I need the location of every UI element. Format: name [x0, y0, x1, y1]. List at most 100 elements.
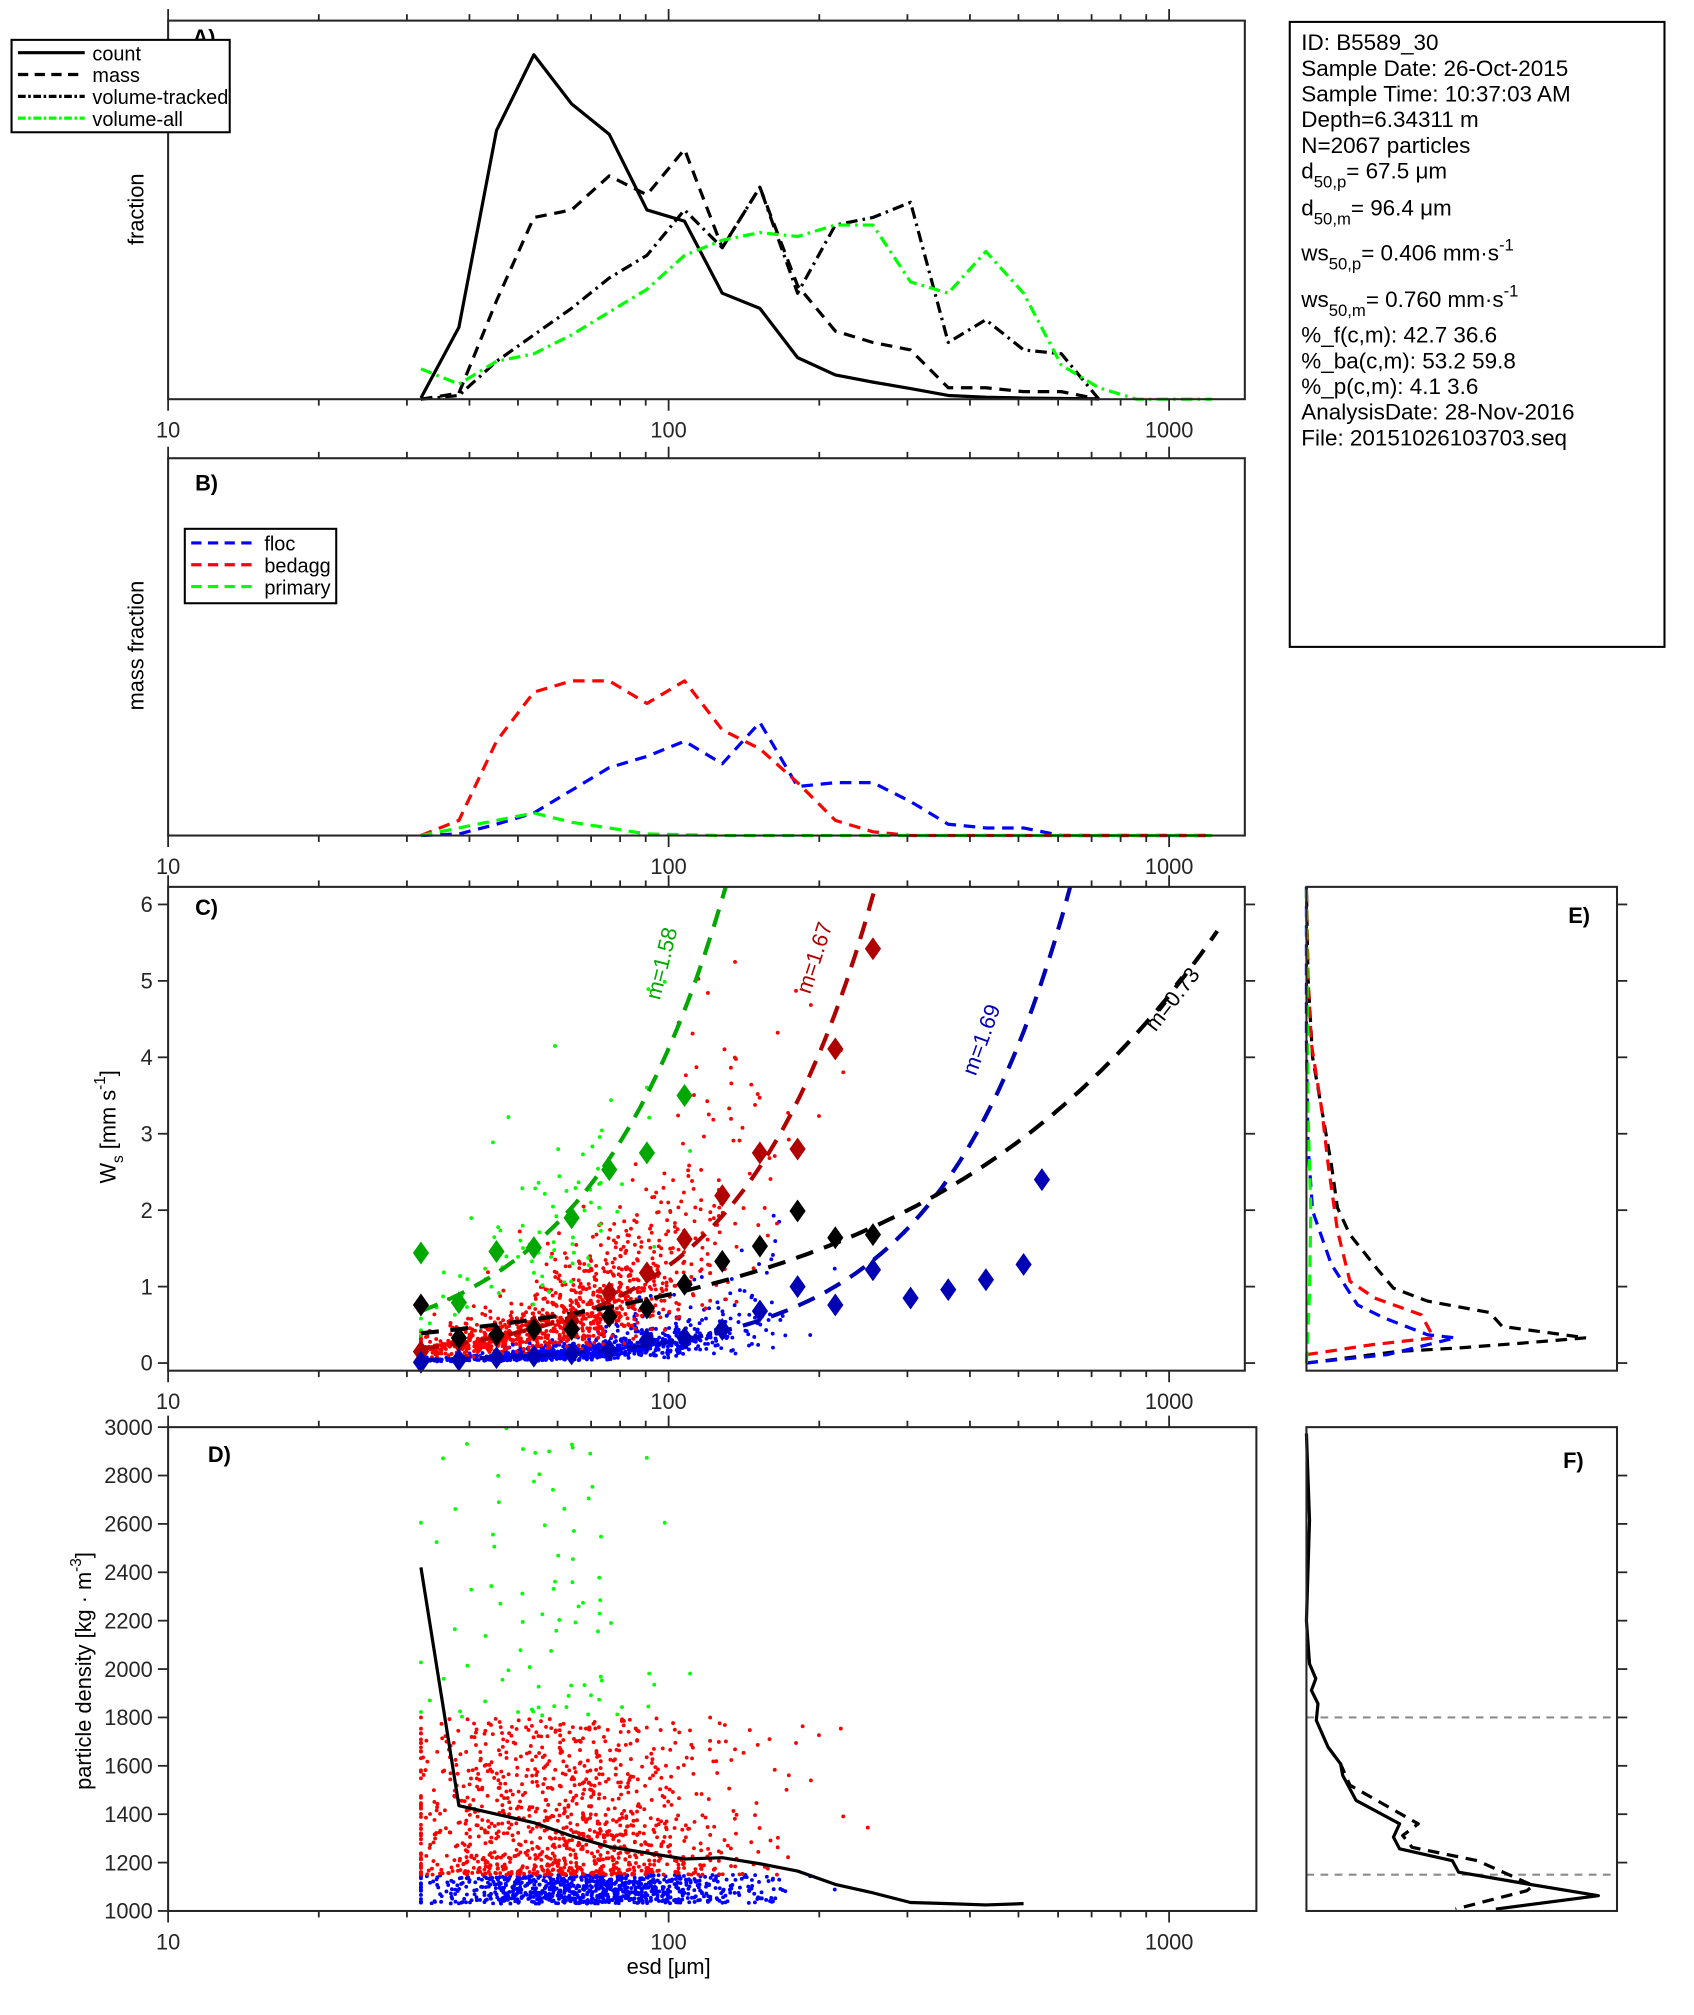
scatter-point-floc [525, 1882, 530, 1886]
scatter-point-floc [677, 1350, 682, 1355]
scatter-point-floc [528, 1878, 533, 1883]
scatter-point-bedagg [682, 1866, 686, 1870]
scatter-point-floc [434, 1877, 439, 1882]
scatter-point-bedagg [483, 1305, 488, 1310]
scatter-point-bedagg [438, 1811, 442, 1816]
scatter-point-bedagg [630, 1811, 635, 1816]
scatter-point-primary [419, 1710, 423, 1714]
scatter-point-floc [672, 1330, 677, 1335]
scatter-point-bedagg [540, 1331, 545, 1336]
fit-label-floc: m=1.69 [957, 1001, 1006, 1078]
scatter-point-bedagg [661, 1185, 666, 1190]
scatter-point-bedagg [654, 1823, 659, 1828]
scatter-point-floc [719, 1891, 724, 1896]
scatter-point-bedagg [553, 1767, 558, 1772]
scatter-point-bedagg [560, 1869, 565, 1874]
scatter-point-bedagg [681, 1141, 685, 1146]
scatter-point-floc [547, 1887, 552, 1892]
scatter-point-bedagg [786, 1773, 791, 1778]
scatter-point-bedagg [741, 1206, 746, 1211]
scatter-point-floc [750, 1341, 754, 1346]
scatter-point-floc [460, 1880, 465, 1885]
scatter-point-floc [707, 1306, 712, 1311]
scatter-point-bedagg [676, 1765, 681, 1770]
scatter-point-bedagg [474, 1727, 479, 1732]
scatter-point-floc [648, 1293, 653, 1298]
scatter-point-floc [704, 1316, 708, 1321]
scatter-point-bedagg [670, 1246, 675, 1250]
fit-curve-all [420, 929, 1219, 1336]
scatter-point-primary [506, 1668, 511, 1673]
scatter-point-bedagg [454, 1763, 459, 1767]
scatter-point-bedagg [612, 1221, 617, 1226]
scatter-point-bedagg [533, 1307, 538, 1311]
scatter-point-bedagg [664, 1827, 669, 1832]
scatter-point-bedagg [504, 1750, 509, 1755]
scatter-point-floc [661, 1344, 666, 1349]
scatter-point-bedagg [531, 1735, 536, 1740]
scatter-point-floc [629, 1886, 634, 1891]
scatter-point-floc [675, 1344, 680, 1349]
scatter-point-bedagg [558, 1292, 563, 1297]
scatter-point-floc [531, 1877, 536, 1882]
scatter-point-floc [508, 1901, 513, 1906]
scatter-point-bedagg [557, 1231, 561, 1236]
scatter-point-bedagg [601, 1857, 605, 1862]
scatter-point-bedagg [520, 1782, 524, 1787]
scatter-point-primary [452, 1627, 457, 1632]
scatter-point-bedagg [472, 1735, 477, 1740]
scatter-point-bedagg [733, 1221, 738, 1226]
scatter-point-floc [576, 1895, 581, 1900]
scatter-point-bedagg [575, 1822, 580, 1827]
scatter-point-floc [678, 1346, 683, 1351]
scatter-point-bedagg [557, 1802, 562, 1807]
scatter-point-bedagg [582, 1336, 587, 1341]
scatter-point-bedagg [598, 1759, 603, 1764]
scatter-point-primary [441, 1456, 445, 1461]
scatter-point-bedagg [532, 1866, 537, 1871]
scatter-point-bedagg [554, 1807, 559, 1812]
scatter-point-bedagg [664, 1819, 669, 1824]
scatter-point-bedagg [686, 1168, 691, 1173]
scatter-point-floc [678, 1876, 683, 1881]
scatter-point-floc [616, 1901, 621, 1906]
scatter-point-bedagg [492, 1776, 497, 1780]
scatter-point-bedagg [668, 1834, 673, 1839]
scatter-point-floc [555, 1893, 560, 1898]
scatter-point-bedagg [794, 1741, 798, 1745]
scatter-point-bedagg [576, 1259, 581, 1264]
scatter-point-bedagg [516, 1718, 521, 1723]
scatter-point-floc [639, 1876, 644, 1881]
scatter-point-bedagg [574, 1301, 579, 1306]
scatter-point-floc [536, 1901, 541, 1906]
scatter-point-bedagg [641, 1288, 646, 1293]
scatter-point-bedagg [624, 1228, 629, 1233]
scatter-point-floc [435, 1882, 440, 1887]
scatter-point-bedagg [655, 1835, 659, 1840]
scatter-point-floc [468, 1900, 472, 1905]
scatter-point-bedagg [550, 1293, 555, 1298]
scatter-point-bedagg [510, 1338, 515, 1343]
scatter-point-primary [516, 1254, 520, 1259]
scatter-point-bedagg [470, 1871, 475, 1875]
median-diamond-primary [563, 1206, 580, 1230]
scatter-point-bedagg [470, 1768, 475, 1773]
scatter-point-bedagg [658, 1728, 663, 1733]
scatter-point-bedagg [610, 1334, 615, 1339]
scatter-point-bedagg [595, 1831, 600, 1836]
scatter-point-bedagg [509, 1301, 514, 1306]
scatter-point-bedagg [631, 1823, 636, 1828]
scatter-point-bedagg [698, 1841, 703, 1846]
scatter-point-floc [444, 1889, 449, 1894]
scatter-point-bedagg [469, 1776, 473, 1781]
scatter-point-bedagg [627, 1233, 631, 1238]
panel-d-frame [167, 1426, 1258, 1912]
scatter-point-bedagg [486, 1342, 491, 1347]
scatter-point-floc [639, 1353, 644, 1358]
scatter-point-bedagg [619, 1267, 624, 1272]
scatter-point-floc [573, 1899, 578, 1904]
y-tick-label: 3000 [104, 1415, 152, 1440]
scatter-point-floc [717, 1886, 722, 1891]
scatter-point-bedagg [471, 1354, 476, 1359]
scatter-point-bedagg [585, 1334, 590, 1338]
